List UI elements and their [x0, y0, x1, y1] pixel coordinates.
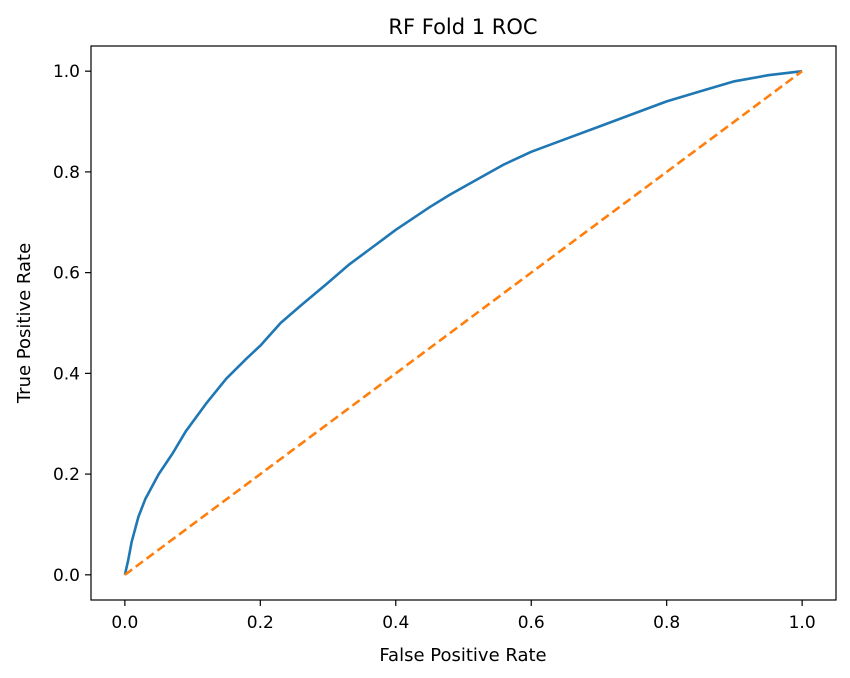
y-tick-label: 0.4	[53, 364, 80, 384]
chance-diagonal-line	[124, 70, 803, 576]
x-tick-label: 0.4	[382, 613, 409, 633]
x-axis-label: False Positive Rate	[379, 645, 546, 666]
y-tick-label: 0.2	[53, 465, 80, 485]
y-tick-label: 0.6	[53, 264, 80, 284]
x-tick-label: 0.8	[653, 613, 680, 633]
y-tick-label: 0.8	[53, 163, 80, 183]
x-tick-label: 0.2	[247, 613, 274, 633]
roc-curve-line	[123, 69, 803, 576]
y-tick-label: 1.0	[53, 62, 80, 82]
x-tick-label: 1.0	[789, 613, 816, 633]
y-tick-label: 0.0	[53, 566, 80, 586]
plot-frame	[90, 45, 837, 601]
x-tick-label: 0.0	[111, 613, 138, 633]
plot-area: 0.0 0.2 0.4 0.6 0.8 1.0 0.0 0.2 0.4 0.6 0.8 1.0	[53, 45, 837, 633]
chart-title: RF Fold 1 ROC	[388, 15, 537, 39]
y-axis-label: True Positive Rate	[14, 243, 35, 404]
x-tick-label: 0.6	[518, 613, 545, 633]
